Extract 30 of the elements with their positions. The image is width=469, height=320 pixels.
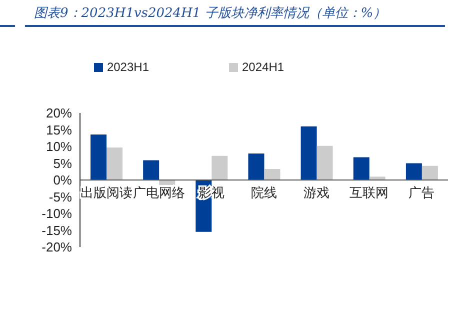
x-tick-label: 互联网 — [350, 186, 389, 201]
bar — [143, 160, 160, 180]
bar — [353, 157, 370, 180]
y-tick-label: 0% — [53, 172, 72, 188]
x-tick-label: 出版阅读 — [80, 186, 132, 201]
y-tick-label: 20% — [46, 106, 72, 121]
y-tick-label: 5% — [53, 156, 72, 171]
bar — [248, 154, 264, 180]
bar — [369, 176, 386, 180]
legend-label: 2024H1 — [242, 60, 284, 74]
x-tick-label: 广告 — [408, 186, 435, 201]
bar — [90, 134, 107, 180]
x-tick-label: 游戏 — [304, 186, 330, 201]
legend-label: 2023H1 — [106, 60, 149, 74]
y-tick-label: 15% — [46, 122, 72, 138]
bar — [316, 146, 333, 180]
x-tick-label: 广电网络 — [132, 186, 185, 201]
bar — [212, 156, 228, 180]
y-tick-label: -20% — [42, 240, 72, 255]
bar — [406, 163, 422, 180]
bar — [300, 126, 317, 180]
chart-title: 图表9：2023H1vs2024H1 子版块净利率情况（单位：%） — [34, 5, 386, 22]
bar — [264, 168, 280, 180]
x-tick-label: 院线 — [251, 186, 277, 201]
y-tick-label: -10% — [42, 206, 72, 222]
y-tick-label: 10% — [46, 139, 72, 154]
y-tick-label: -5% — [48, 189, 72, 204]
bar — [106, 148, 123, 180]
bar — [422, 166, 438, 180]
y-tick-label: -15% — [42, 222, 72, 238]
